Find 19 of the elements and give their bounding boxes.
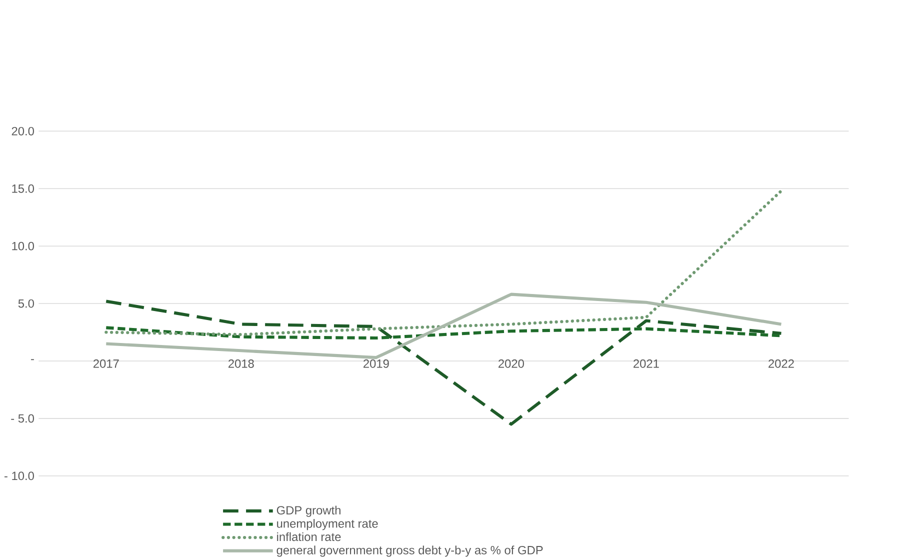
line-series [104,292,783,360]
y-tick-label: 15.0 [12,184,34,193]
legend-label: inflation rate [277,532,341,542]
y-tick-label: - 5.0 [11,414,34,423]
x-tick-label: 2020 [498,359,524,368]
y-tick-label: 5.0 [18,299,34,308]
x-tick-label: 2019 [364,359,389,368]
y-tick-label: - 10.0 [4,472,34,480]
x-tick-label: 2017 [93,359,119,368]
y-tick-label: 10.0 [12,242,34,250]
x-tick-label: 2022 [768,359,794,368]
y-tick-label: 20.0 [12,127,34,136]
line-series [104,189,783,336]
x-tick-label: 2021 [634,359,659,368]
legend-label: GDP growth [276,506,340,517]
legend-label: general government gross debt y-b-y as % of GDP [276,546,543,557]
x-tick-label: 2018 [228,359,254,368]
legend-label: unemployment rate [277,519,378,530]
y-tick-label: - [31,359,34,360]
